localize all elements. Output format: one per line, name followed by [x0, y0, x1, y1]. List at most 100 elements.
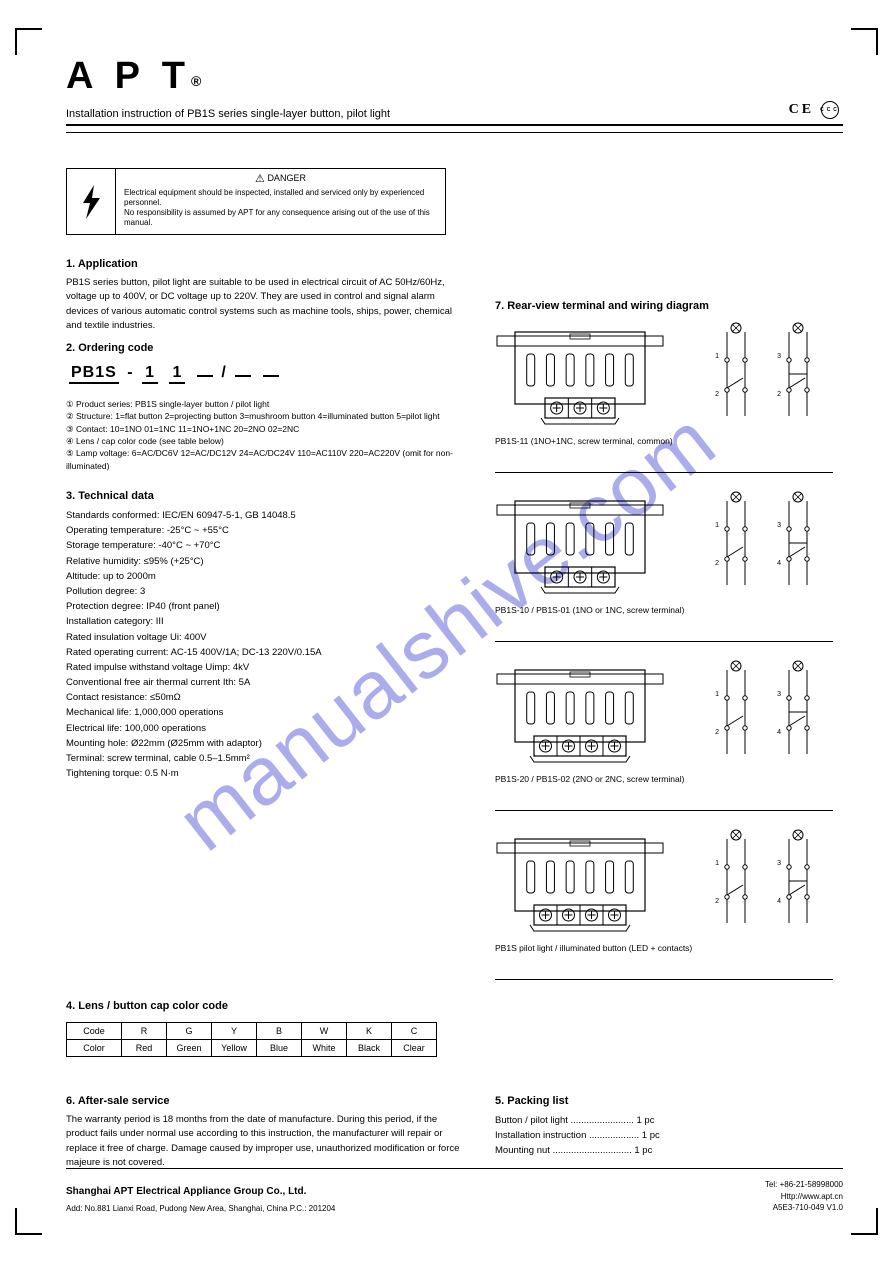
svg-text:2: 2: [715, 729, 719, 736]
svg-text:2: 2: [715, 391, 719, 398]
crop-mark: [851, 1233, 878, 1235]
diagram-block: 1234PB1S-20 / PB1S-02 (2NO or 2NC, screw…: [495, 656, 833, 811]
svg-text:2: 2: [777, 391, 781, 398]
diagram-block: 1234PB1S pilot light / illuminated butto…: [495, 825, 833, 980]
section-heading-tech: 3. Technical data: [66, 490, 154, 502]
svg-text:1: 1: [715, 522, 719, 529]
ce-mark: CE: [789, 102, 814, 117]
tech-item: Operating temperature: -25°C ~ +55°C: [66, 523, 464, 538]
wiring-diagram: 1234: [693, 825, 833, 940]
tech-item: Terminal: screw terminal, cable 0.5–1.5m…: [66, 751, 464, 766]
table-cell: Color: [67, 1040, 122, 1057]
svg-text:1: 1: [715, 353, 719, 360]
tech-item: Rated impulse withstand voltage Uimp: 4k…: [66, 660, 464, 675]
danger-line: Electrical equipment should be inspected…: [124, 188, 437, 208]
tech-item: Protection degree: IP40 (front panel): [66, 599, 464, 614]
brand-text: A P T: [66, 55, 191, 97]
danger-box: ⚠ DANGER Electrical equipment should be …: [66, 168, 446, 235]
ordering-seg: [263, 375, 279, 377]
rear-view-diagram: [495, 491, 665, 606]
diagram-caption: PB1S-20 / PB1S-02 (2NO or 2NC, screw ter…: [495, 774, 833, 784]
section-heading-packing: 5. Packing list: [495, 1095, 568, 1107]
color-code-table: Code R G Y B W K C Color Red Green Yello…: [66, 1022, 437, 1057]
tech-item: Standards conformed: IEC/EN 60947-5-1, G…: [66, 508, 464, 523]
ordering-sep: /: [221, 364, 226, 381]
danger-lightning-icon: [67, 169, 116, 234]
table-row: Code R G Y B W K C: [67, 1023, 437, 1040]
after-text: The warranty period is 18 months from th…: [66, 1113, 464, 1170]
table-head: G: [167, 1023, 212, 1040]
ordering-seg: 1: [142, 364, 158, 384]
crop-mark: [851, 28, 878, 30]
table-row: Color Red Green Yellow Blue White Black …: [67, 1040, 437, 1057]
table-cell: Green: [167, 1040, 212, 1057]
ordering-seg: PB1S: [69, 364, 119, 384]
table-head: C: [392, 1023, 437, 1040]
crop-mark: [15, 1233, 42, 1235]
header-rule-thin: [66, 132, 843, 133]
svg-text:4: 4: [777, 729, 781, 736]
ordering-seg: [235, 375, 251, 377]
footer-right: Tel: +86-21-58998000 Http://www.apt.cn A…: [765, 1179, 843, 1213]
tech-item: Pollution degree: 3: [66, 584, 464, 599]
table-cell: Clear: [392, 1040, 437, 1057]
rear-view-diagram: [495, 829, 665, 944]
wiring-diagram: 1 2 3 2: [693, 318, 833, 433]
tech-item: Installation category: III: [66, 614, 464, 629]
ordering-sep: -: [127, 364, 133, 381]
footer-batch: A5E3-710-049 V1.0: [765, 1202, 843, 1213]
tech-item: Rated operating current: AC-15 400V/1A; …: [66, 645, 464, 660]
svg-text:3: 3: [777, 522, 781, 529]
brand-registered: ®: [191, 73, 201, 89]
packing-lines: Button / pilot light ...................…: [495, 1113, 833, 1159]
svg-text:3: 3: [777, 860, 781, 867]
table-head: Code: [67, 1023, 122, 1040]
ordering-caption: ① Product series: PB1S single-layer butt…: [66, 398, 464, 472]
wiring-diagram: 1234: [693, 656, 833, 771]
footer-rule: [66, 1168, 843, 1169]
diagram-block: 1234PB1S-10 / PB1S-01 (1NO or 1NC, screw…: [495, 487, 833, 642]
header-rule-thick: [66, 124, 843, 126]
tech-item: Electrical life: 100,000 operations: [66, 721, 464, 736]
section-heading-color: 4. Lens / button cap color code: [66, 1000, 228, 1012]
ordering-caption-line: ② Structure: 1=flat button 2=projecting …: [66, 410, 464, 422]
tech-item: Rated insulation voltage Ui: 400V: [66, 630, 464, 645]
table-head: R: [122, 1023, 167, 1040]
danger-text: ⚠ DANGER Electrical equipment should be …: [116, 169, 445, 234]
crop-mark: [15, 28, 42, 30]
rear-view-diagram: [495, 322, 665, 437]
table-head: W: [302, 1023, 347, 1040]
ordering-seg: 1: [169, 364, 185, 384]
cert-marks: CE CCC: [789, 100, 839, 121]
ordering-caption-line: ③ Contact: 10=1NO 01=1NC 11=1NO+1NC 20=2…: [66, 423, 464, 435]
crop-mark: [876, 28, 878, 55]
diagram-caption: PB1S-10 / PB1S-01 (1NO or 1NC, screw ter…: [495, 605, 833, 615]
tech-lines: Standards conformed: IEC/EN 60947-5-1, G…: [66, 508, 464, 781]
table-cell: Black: [347, 1040, 392, 1057]
ordering-code-line: PB1S - 1 1 /: [66, 364, 282, 384]
crop-mark: [15, 1208, 17, 1235]
tech-item: Altitude: up to 2000m: [66, 569, 464, 584]
footer-web: Http://www.apt.cn: [765, 1191, 843, 1202]
svg-text:1: 1: [715, 860, 719, 867]
diagram-block: 1232PB1S-11 (1NO+1NC, screw terminal, co…: [495, 318, 833, 473]
ccc-mark-icon: CCC: [821, 101, 839, 119]
svg-text:2: 2: [715, 898, 719, 905]
page-title: Installation instruction of PB1S series …: [66, 108, 843, 120]
crop-mark: [15, 28, 17, 55]
table-cell: Red: [122, 1040, 167, 1057]
table-head: B: [257, 1023, 302, 1040]
crop-mark: [876, 1208, 878, 1235]
diagram-area: 1232PB1S-11 (1NO+1NC, screw terminal, co…: [495, 318, 833, 994]
footer-company: Shanghai APT Electrical Appliance Group …: [66, 1186, 306, 1197]
tech-item: Storage temperature: -40°C ~ +70°C: [66, 538, 464, 553]
danger-line: No responsibility is assumed by APT for …: [124, 208, 437, 228]
svg-text:3: 3: [777, 353, 781, 360]
wiring-diagram: 1234: [693, 487, 833, 602]
footer-address: Add: No.881 Lianxi Road, Pudong New Area…: [66, 1204, 335, 1213]
svg-text:2: 2: [715, 560, 719, 567]
packing-item: Mounting nut ...........................…: [495, 1143, 833, 1158]
section-heading-diagram: 7. Rear-view terminal and wiring diagram: [495, 300, 709, 312]
svg-text:1: 1: [715, 691, 719, 698]
rear-view-diagram: [495, 660, 665, 775]
